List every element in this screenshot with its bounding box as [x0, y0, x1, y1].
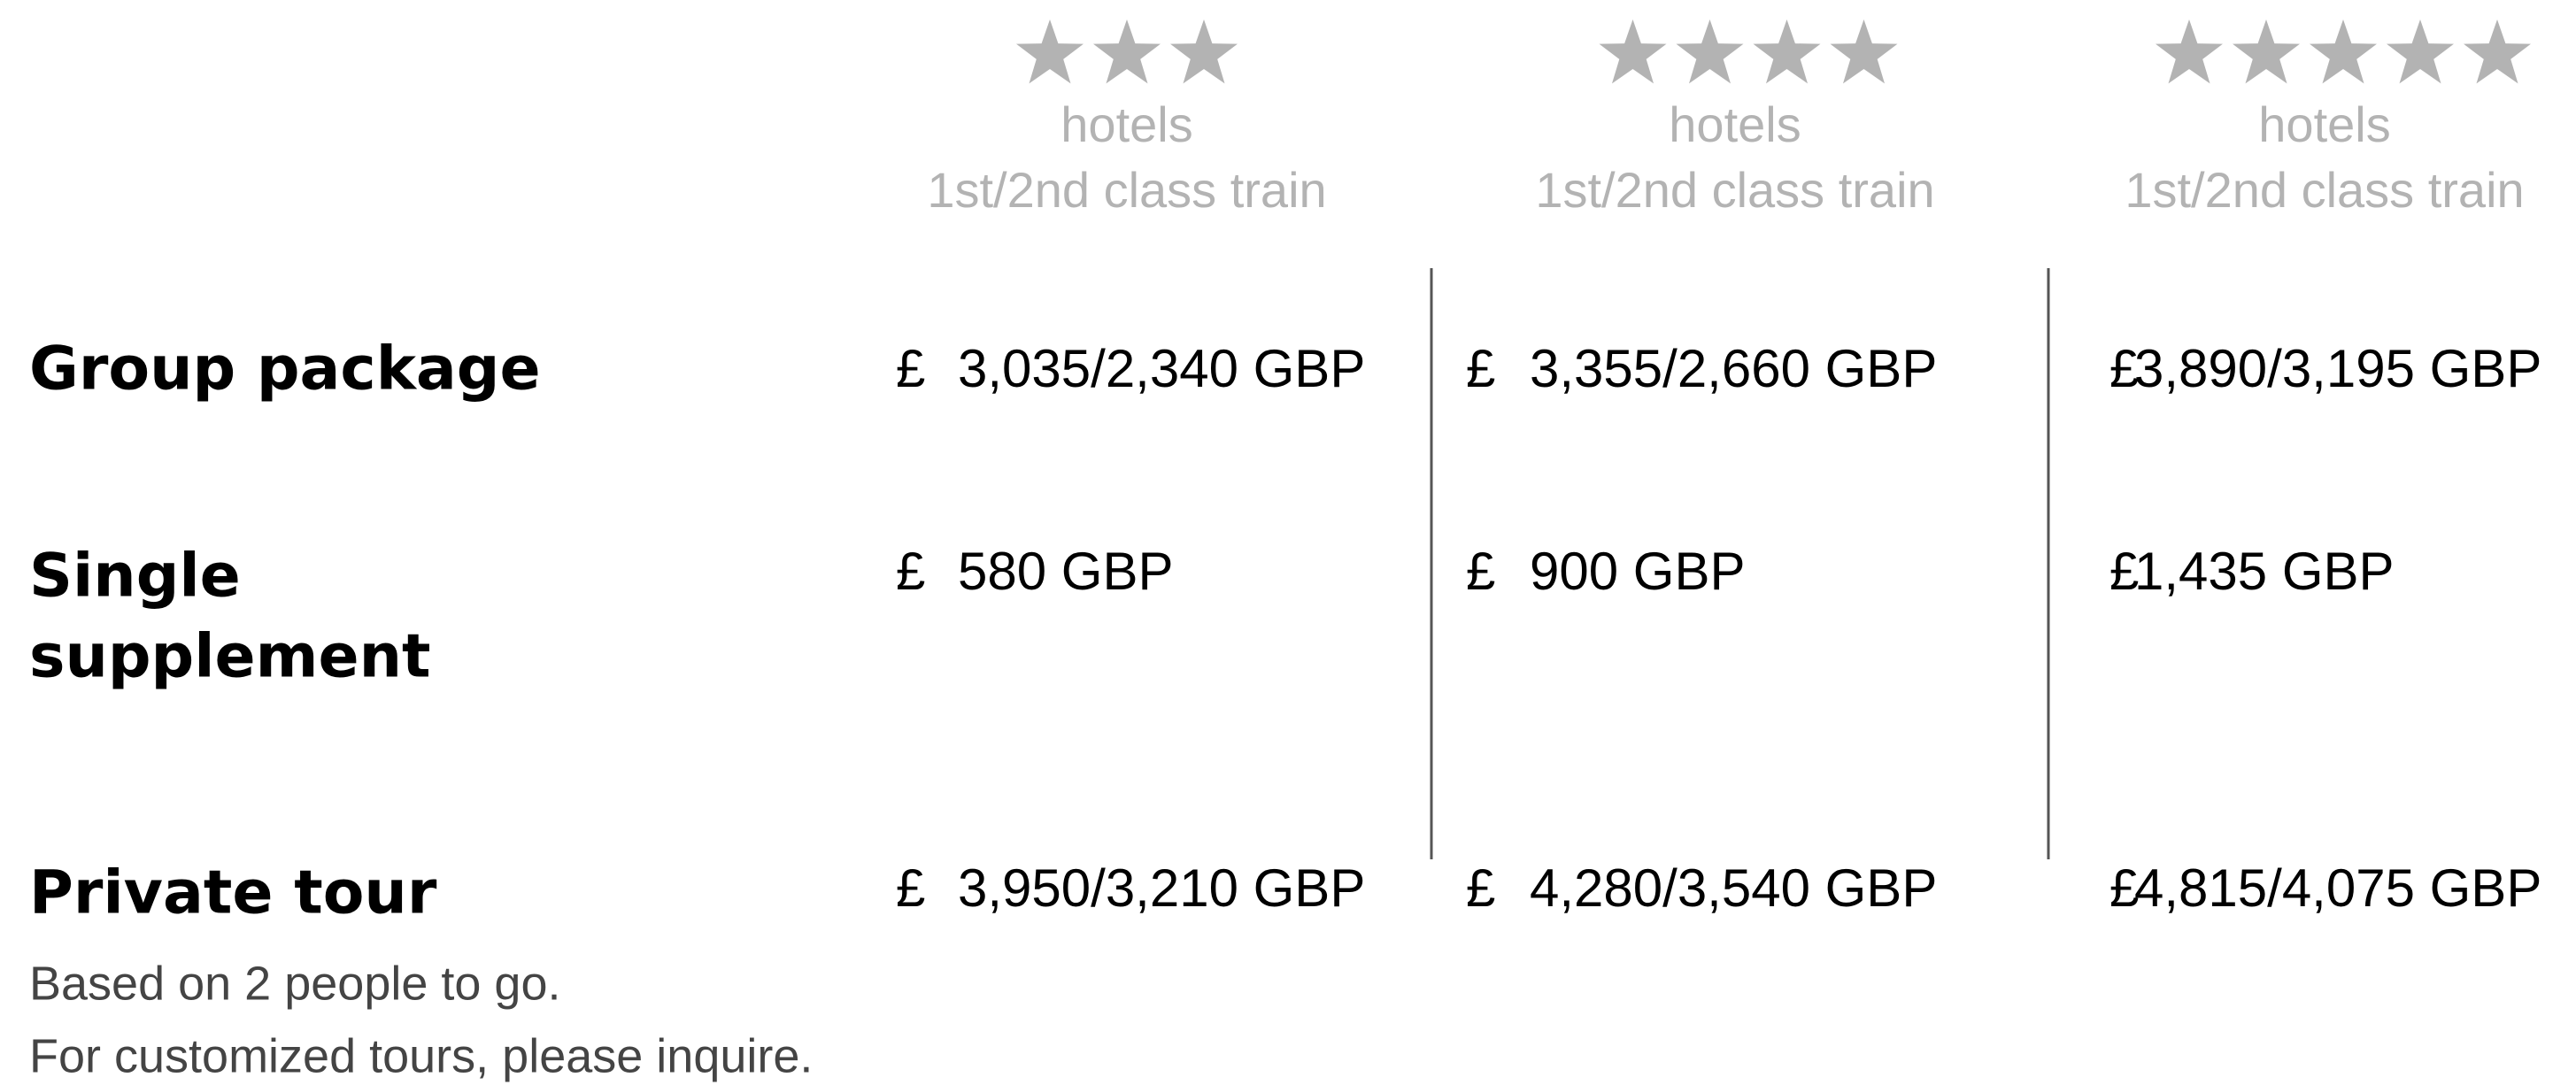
price-amount: 4,280/3,540 GBP: [1530, 858, 1937, 918]
column-train: 1st/2nd class train: [1535, 162, 1934, 218]
price-amount: 900 GBP: [1530, 542, 1746, 601]
star-rating: [1599, 19, 1898, 84]
row-label: Single: [29, 542, 241, 612]
price-currency: £: [2109, 542, 2139, 601]
star: [1170, 19, 1238, 84]
price-currency: £: [896, 339, 925, 398]
column-hotels: hotels: [2258, 96, 2390, 152]
column-hotels: hotels: [1060, 96, 1192, 152]
note: For customized tours, please inquire.: [29, 1029, 813, 1082]
star: [1599, 19, 1667, 84]
star: [1093, 19, 1161, 84]
star: [2464, 19, 2531, 84]
star: [2156, 19, 2223, 84]
price-amount: 3,355/2,660 GBP: [1530, 339, 1937, 398]
row-label: Private tour: [29, 858, 437, 928]
star: [2310, 19, 2377, 84]
price-amount: 3,035/2,340 GBP: [958, 339, 1365, 398]
price-currency: £: [896, 858, 925, 918]
row-label: supplement: [29, 622, 431, 692]
price-currency: £: [2109, 339, 2139, 398]
star: [1830, 19, 1898, 84]
price-currency: £: [2109, 858, 2139, 918]
price-currency: £: [1466, 339, 1495, 398]
price-currency: £: [1466, 542, 1495, 601]
price-amount: 3,950/3,210 GBP: [958, 858, 1365, 918]
price-amount: 3,890/3,195 GBP: [2134, 339, 2541, 398]
star: [1016, 19, 1084, 84]
star-rating: [1016, 19, 1238, 84]
price-currency: £: [896, 542, 925, 601]
price-currency: £: [1466, 858, 1495, 918]
price-amount: 580 GBP: [958, 542, 1174, 601]
star: [1753, 19, 1821, 84]
column-train: 1st/2nd class train: [927, 162, 1326, 218]
star-rating: [2156, 19, 2531, 84]
row-label: Group package: [29, 335, 541, 404]
price-amount: 4,815/4,075 GBP: [2134, 858, 2541, 918]
note: Based on 2 people to go.: [29, 957, 561, 1010]
star: [2387, 19, 2454, 84]
star: [1676, 19, 1744, 84]
price-amount: 1,435 GBP: [2134, 542, 2395, 601]
column-hotels: hotels: [1669, 96, 1801, 152]
column-train: 1st/2nd class train: [2125, 162, 2524, 218]
star: [2233, 19, 2300, 84]
